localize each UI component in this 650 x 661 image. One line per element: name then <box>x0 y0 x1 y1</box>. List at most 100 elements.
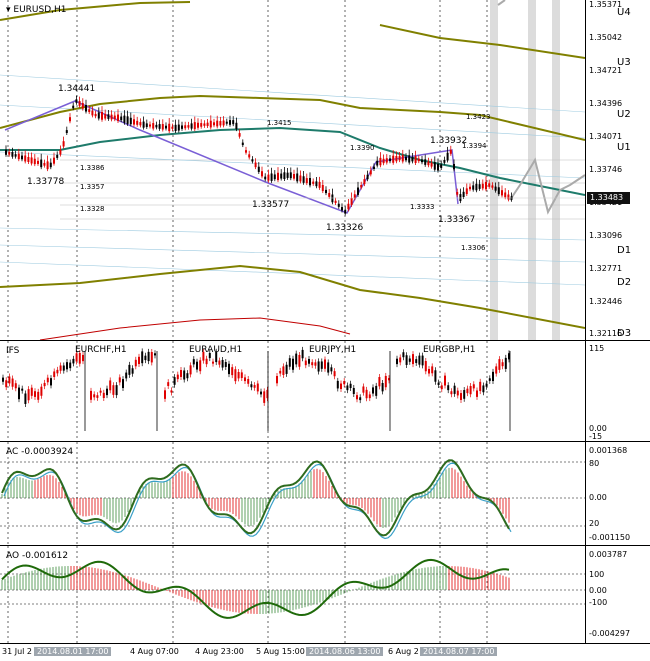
candle-body <box>155 124 158 128</box>
candle-body <box>161 124 164 130</box>
candle-body <box>312 181 315 184</box>
ifs-candle-body <box>266 389 269 399</box>
ifs-candle-body <box>336 380 339 389</box>
ifs-candle-body <box>292 358 294 370</box>
candle-body <box>11 152 14 157</box>
ifs-candle-body <box>112 385 115 395</box>
time-axis[interactable]: 31 Jul 2 2014.08.01 17:00 4 Aug 07:00 4 … <box>0 643 650 661</box>
ifs-candle-body <box>495 366 498 374</box>
ifs-candle-body <box>288 358 291 367</box>
candle-body <box>174 124 177 132</box>
candle-body <box>97 112 100 119</box>
ifs-candle-body <box>346 385 349 391</box>
ifs-candle-body <box>72 358 75 364</box>
collapse-triangle-icon[interactable]: ▾ <box>6 5 11 15</box>
ao-axis[interactable]: 0.003787 100 0.00 -100 -0.004297 <box>585 546 650 643</box>
candle-body <box>21 155 23 160</box>
level-label-u3: U3 <box>617 57 631 68</box>
ifs-candle-body <box>482 385 485 393</box>
ifs-candle-body <box>27 389 30 401</box>
ifs-candle-body <box>304 360 307 366</box>
candle-body <box>75 99 78 103</box>
ifs-label: IFS <box>6 346 20 356</box>
ao-pane[interactable]: AO -0.001612 0.003787 100 0.00 -100 -0.0… <box>0 546 650 643</box>
candle-body <box>353 194 356 199</box>
candle-body <box>401 155 404 162</box>
candle-body <box>43 162 46 166</box>
date-label: 31 Jul 2 <box>2 647 33 656</box>
ifs-candle-body <box>40 386 43 396</box>
axis-tick: -0.001150 <box>589 533 631 542</box>
candle-body <box>232 120 235 125</box>
candle-body <box>494 186 497 191</box>
candle-body <box>449 149 452 154</box>
candle-body <box>149 124 151 127</box>
ifs-candle-body <box>440 385 443 390</box>
ifs-candle-body <box>405 355 408 365</box>
ac-axis[interactable]: 0.001368 80 0.00 20 -0.001150 <box>585 442 650 545</box>
main-price-chart[interactable] <box>0 0 585 340</box>
candle-body <box>283 172 286 180</box>
ifs-candle-body <box>24 393 27 404</box>
candle-body <box>379 157 382 166</box>
price-tick: 1.35371 <box>589 0 623 9</box>
candle-body <box>309 178 311 186</box>
ifs-candle-body <box>82 354 84 362</box>
ifs-candle-body <box>5 380 8 388</box>
candle-body <box>277 172 279 181</box>
ac-pane[interactable]: AC -0.0003924 0.001368 80 0.00 20 -0.001… <box>0 442 650 546</box>
ifs-candle-body <box>199 360 202 372</box>
ifs-candle-body <box>359 397 362 401</box>
candle-body <box>229 120 231 125</box>
candle-body <box>462 191 465 197</box>
ifs-pane[interactable]: IFS EURCHF,H1 EURAUD,H1 EURJPY,H1 EURGBP… <box>0 341 650 442</box>
level-annotation: 1.3386 <box>80 164 105 172</box>
candle-body <box>197 122 199 128</box>
candle-body <box>302 176 305 183</box>
axis-tick: 0.00 <box>589 493 607 502</box>
candle-body <box>219 121 222 126</box>
level-label-d2: D2 <box>617 277 632 288</box>
ifs-candle-body <box>276 375 278 384</box>
candle-body <box>475 183 478 191</box>
ao-indicator-chart[interactable] <box>0 546 585 643</box>
candle-body <box>245 150 247 153</box>
ifs-candle-body <box>18 387 20 400</box>
price-axis[interactable]: 1.35371 1.35042 1.34721 1.34396 1.34071 … <box>585 0 650 340</box>
candle-body <box>158 124 161 129</box>
ifs-candle-body <box>173 377 176 385</box>
ifs-candle-body <box>314 362 317 366</box>
candle-body <box>369 170 372 175</box>
level-annotation: 1.3306 <box>461 244 486 252</box>
ac-indicator-chart[interactable] <box>0 442 585 545</box>
ifs-chart[interactable] <box>0 341 585 441</box>
channel-upper-outer <box>0 1 191 21</box>
main-chart-pane[interactable]: ▾ EURUSD,H1 1.34441 1.33778 1.33577 1.33… <box>0 0 650 341</box>
ifs-candle-body <box>59 365 62 371</box>
ifs-candle-body <box>453 385 456 394</box>
candle-body <box>129 117 132 125</box>
candle-body <box>17 153 20 160</box>
candle-body <box>187 125 190 128</box>
level-label-u4: U4 <box>617 7 631 18</box>
ifs-candle-body <box>263 391 266 403</box>
ifs-candle-body <box>476 390 478 397</box>
ifs-candle-body <box>372 387 374 394</box>
candle-body <box>107 114 110 119</box>
candle-body <box>273 174 276 180</box>
ifs-candle-body <box>378 377 381 387</box>
ifs-candle-body <box>428 368 430 374</box>
candle-body <box>389 158 391 162</box>
ifs-candle-body <box>30 387 33 396</box>
ifs-candle-body <box>144 355 147 361</box>
ifs-candle-body <box>131 368 134 374</box>
ifs-candle-body <box>349 383 352 389</box>
candle-body <box>94 113 97 117</box>
forecast-band <box>528 0 536 340</box>
candle-body <box>203 123 206 126</box>
candle-body <box>193 122 196 130</box>
candle-body <box>443 160 446 163</box>
ifs-axis[interactable]: 115 0.00 -15 <box>585 341 650 441</box>
price-tick: 1.34396 <box>589 99 623 108</box>
candle-body <box>59 149 62 155</box>
